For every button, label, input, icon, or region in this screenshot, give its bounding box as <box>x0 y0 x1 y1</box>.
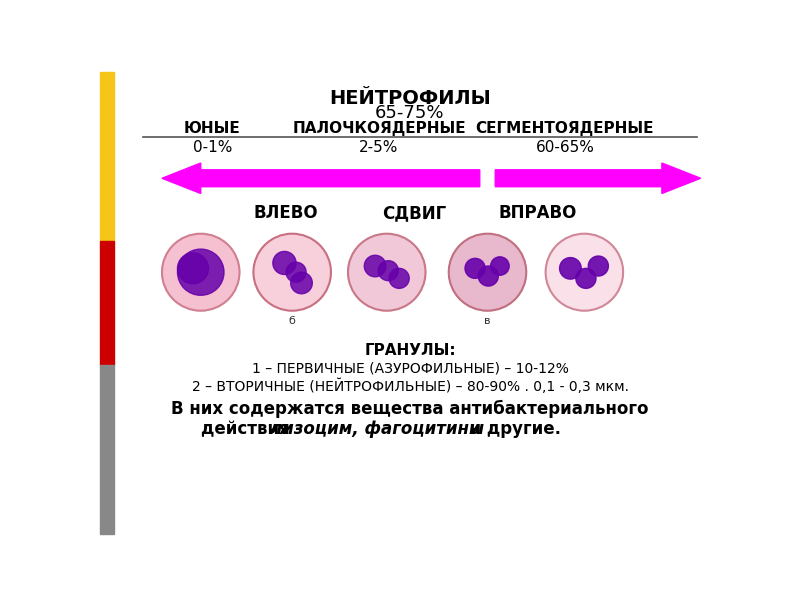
Text: СДВИГ: СДВИГ <box>382 205 446 223</box>
Text: действия -: действия - <box>201 420 308 438</box>
Circle shape <box>378 260 398 281</box>
Text: НЕЙТРОФИЛЫ: НЕЙТРОФИЛЫ <box>329 89 491 108</box>
Bar <box>100 72 114 241</box>
Circle shape <box>546 233 623 311</box>
Text: СЕГМЕНТОЯДЕРНЫЕ: СЕГМЕНТОЯДЕРНЫЕ <box>476 121 654 136</box>
Text: ВПРАВО: ВПРАВО <box>498 205 577 223</box>
FancyArrow shape <box>162 163 480 194</box>
Circle shape <box>588 256 609 276</box>
Circle shape <box>449 233 526 311</box>
Text: ЮНЫЕ: ЮНЫЕ <box>184 121 241 136</box>
Circle shape <box>178 253 209 284</box>
Circle shape <box>286 262 306 282</box>
Text: 2-5%: 2-5% <box>359 140 398 155</box>
FancyArrow shape <box>495 163 701 194</box>
Text: 60-65%: 60-65% <box>535 140 594 155</box>
Circle shape <box>478 266 498 286</box>
Text: 0-1%: 0-1% <box>193 140 232 155</box>
Circle shape <box>348 233 426 311</box>
Bar <box>100 241 114 365</box>
Circle shape <box>559 257 582 279</box>
Text: б: б <box>289 316 296 326</box>
Circle shape <box>465 259 485 278</box>
Circle shape <box>254 233 331 311</box>
Circle shape <box>290 272 312 294</box>
Text: 65-75%: 65-75% <box>375 104 445 122</box>
Text: в: в <box>484 316 490 326</box>
Text: и другие.: и другие. <box>458 420 561 438</box>
Text: 2 – ВТОРИЧНЫЕ (НЕЙТРОФИЛЬНЫЕ) – 80-90% . 0,1 - 0,3 мкм.: 2 – ВТОРИЧНЫЕ (НЕЙТРОФИЛЬНЫЕ) – 80-90% .… <box>191 379 629 394</box>
Bar <box>100 365 114 534</box>
Circle shape <box>364 255 386 277</box>
Circle shape <box>162 233 239 311</box>
Text: В них содержатся вещества антибактериального: В них содержатся вещества антибактериаль… <box>171 400 649 418</box>
Text: ПАЛОЧКОЯДЕРНЫЕ: ПАЛОЧКОЯДЕРНЫЕ <box>292 121 466 136</box>
Text: лизоцим, фагоцитины: лизоцим, фагоцитины <box>270 420 485 438</box>
Circle shape <box>273 251 296 275</box>
Text: ГРАНУЛЫ:: ГРАНУЛЫ: <box>364 343 456 358</box>
Circle shape <box>178 249 224 295</box>
Text: 1 – ПЕРВИЧНЫЕ (АЗУРОФИЛЬНЫЕ) – 10-12%: 1 – ПЕРВИЧНЫЕ (АЗУРОФИЛЬНЫЕ) – 10-12% <box>251 362 569 376</box>
Text: ВЛЕВО: ВЛЕВО <box>254 205 318 223</box>
Circle shape <box>490 257 510 275</box>
Circle shape <box>389 268 410 289</box>
Circle shape <box>576 268 596 289</box>
